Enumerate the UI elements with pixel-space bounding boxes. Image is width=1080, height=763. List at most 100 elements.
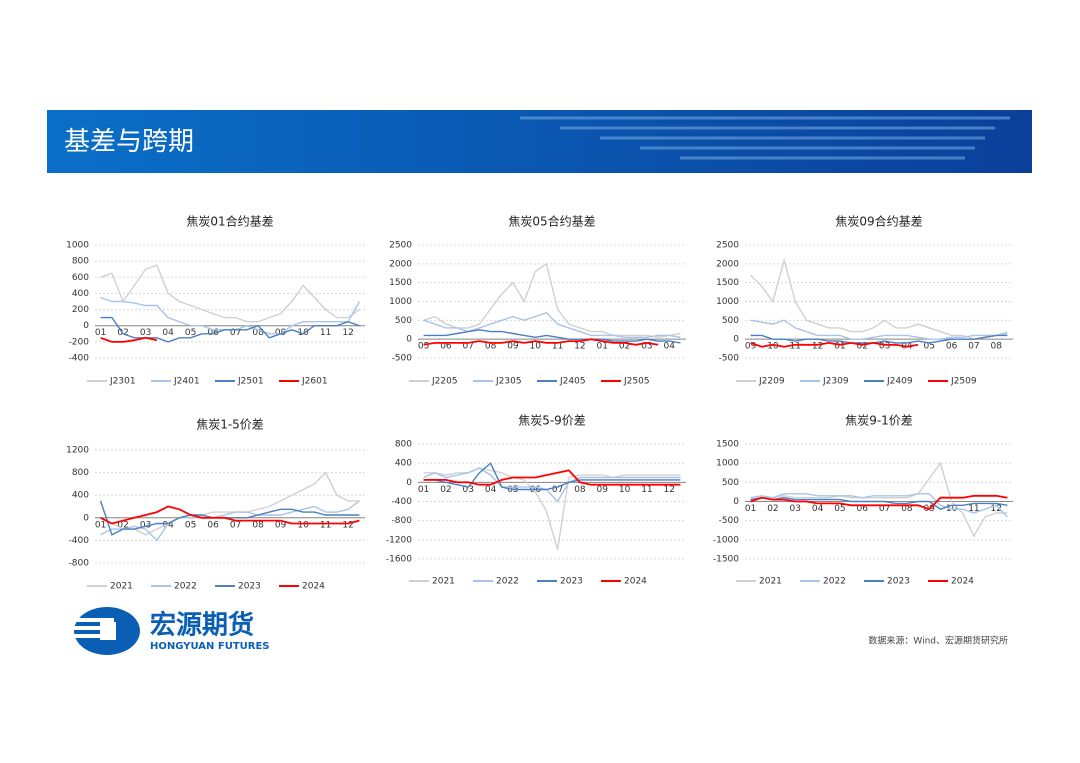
x-tick-label: 10: [530, 342, 542, 352]
legend-label: 2021: [432, 577, 455, 587]
x-tick-label: 07: [463, 342, 474, 352]
y-tick-label: 1500: [716, 440, 739, 450]
x-tick-label: 07: [879, 504, 890, 514]
logo-cn: 宏源期货: [150, 610, 254, 641]
chart-title: 焦炭5-9价差: [518, 414, 586, 428]
legend-label: J2501: [237, 377, 264, 387]
y-tick-label: 2500: [389, 241, 412, 251]
x-tick-label: 05: [185, 328, 196, 338]
x-tick-label: 03: [641, 342, 652, 352]
x-tick-label: 10: [619, 485, 631, 495]
series-line: [750, 257, 1008, 340]
x-tick-label: 08: [991, 342, 1003, 352]
series-line: [423, 338, 659, 346]
x-tick-label: 10: [767, 342, 779, 352]
y-tick-label: 800: [395, 440, 412, 450]
x-tick-label: 04: [162, 328, 174, 338]
x-tick-label: 09: [275, 520, 287, 530]
y-tick-label: 200: [72, 305, 89, 315]
series-line: [100, 471, 360, 536]
series-line: [423, 311, 681, 338]
series-line: [100, 500, 360, 542]
x-tick-label: 02: [117, 520, 128, 530]
y-tick-label: -500: [719, 354, 740, 364]
x-tick-label: 02: [767, 504, 778, 514]
y-tick-label: -400: [69, 536, 90, 546]
chart-title: 焦炭05合约基差: [508, 214, 595, 229]
legend-label: J2205: [431, 377, 458, 387]
x-tick-label: 04: [812, 504, 824, 514]
x-tick-label: 11: [968, 504, 979, 514]
x-tick-label: 08: [574, 485, 586, 495]
x-tick-label: 05: [924, 342, 935, 352]
series-line: [750, 319, 1008, 340]
y-tick-label: 2000: [716, 259, 739, 269]
legend-label: 2022: [174, 582, 197, 592]
x-tick-label: 11: [790, 342, 801, 352]
x-tick-label: 09: [597, 485, 609, 495]
x-tick-label: 07: [230, 520, 241, 530]
y-tick-label: -400: [69, 354, 90, 364]
legend-label: J2301: [109, 377, 136, 387]
y-tick-label: 2500: [716, 241, 739, 251]
x-tick-label: 09: [745, 342, 757, 352]
x-tick-label: 03: [790, 504, 801, 514]
series-line: [750, 493, 1008, 518]
y-tick-label: -400: [392, 497, 413, 507]
legend-label: J2509: [950, 377, 977, 387]
x-tick-label: 12: [342, 520, 353, 530]
x-tick-label: 12: [812, 342, 823, 352]
y-tick-label: 1200: [66, 446, 89, 456]
banner-stripes: [520, 116, 1010, 160]
x-tick-label: 06: [946, 342, 958, 352]
x-tick-label: 07: [968, 342, 979, 352]
header-banner: [47, 110, 1032, 173]
y-tick-label: 1000: [716, 459, 739, 469]
y-tick-label: 1000: [66, 241, 89, 251]
legend-label: 2023: [560, 577, 583, 587]
y-tick-label: -500: [719, 516, 740, 526]
logo-en: HONGYUAN FUTURES: [150, 641, 270, 652]
x-tick-label: 08: [252, 520, 264, 530]
legend-label: 2024: [951, 577, 974, 587]
chart-title: 焦炭09合约基差: [835, 214, 922, 229]
x-tick-label: 03: [879, 342, 890, 352]
legend-label: 2024: [624, 577, 647, 587]
legend-label: 2022: [823, 577, 846, 587]
y-tick-label: 500: [722, 316, 739, 326]
series-line: [100, 336, 158, 343]
y-tick-label: 1000: [389, 297, 412, 307]
x-tick-label: 03: [140, 328, 151, 338]
y-tick-label: 600: [72, 273, 89, 283]
y-tick-label: 400: [72, 289, 89, 299]
legend-label: J2405: [559, 377, 586, 387]
y-tick-label: 800: [72, 257, 89, 267]
y-tick-label: 1500: [389, 278, 412, 288]
x-tick-label: 01: [834, 342, 845, 352]
x-tick-label: 01: [418, 485, 429, 495]
y-tick-label: 500: [395, 316, 412, 326]
y-tick-label: 0: [406, 335, 412, 345]
legend-label: J2409: [886, 377, 913, 387]
series-line: [423, 329, 681, 344]
y-tick-label: 0: [733, 335, 739, 345]
x-tick-label: 01: [95, 520, 106, 530]
series-line: [750, 341, 919, 348]
series-line: [100, 505, 360, 525]
x-tick-label: 01: [95, 328, 106, 338]
y-tick-label: 400: [72, 491, 89, 501]
x-tick-label: 07: [230, 328, 241, 338]
y-tick-label: -1600: [386, 555, 412, 565]
x-tick-label: 02: [440, 485, 451, 495]
y-tick-label: -500: [392, 354, 413, 364]
x-tick-label: 12: [991, 504, 1002, 514]
logo-icon: [74, 607, 140, 655]
legend-label: J2305: [495, 377, 522, 387]
x-tick-label: 02: [857, 342, 868, 352]
series-line: [423, 469, 681, 486]
x-tick-label: 12: [664, 485, 675, 495]
x-tick-label: 04: [485, 485, 497, 495]
x-tick-label: 04: [162, 520, 174, 530]
header-title: 基差与跨期: [64, 127, 194, 157]
